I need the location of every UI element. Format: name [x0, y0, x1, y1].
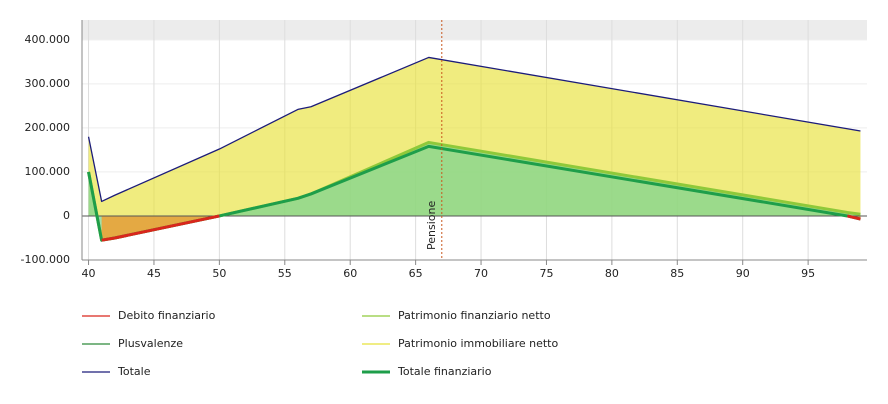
y-tick-label: 100.000	[25, 165, 71, 178]
x-tick-label: 55	[278, 267, 292, 280]
x-tick-label: 45	[147, 267, 161, 280]
x-tick-label: 90	[736, 267, 750, 280]
x-tick-label: 65	[409, 267, 423, 280]
annotation-label: Pensione	[425, 201, 438, 250]
line	[87, 56, 861, 203]
x-tick-label: 70	[474, 267, 488, 280]
plot-band	[82, 20, 867, 40]
x-tick-label: 75	[539, 267, 553, 280]
y-tick-label: 0	[63, 209, 70, 222]
x-tick-label: 95	[801, 267, 815, 280]
line	[101, 214, 861, 242]
area	[101, 215, 861, 241]
legend-label: Patrimonio finanziario netto	[398, 309, 551, 322]
x-tick-label: 50	[212, 267, 226, 280]
legend-label: Debito finanziario	[118, 309, 216, 322]
x-tick-label: 60	[343, 267, 357, 280]
legend-label: Patrimonio immobiliare netto	[398, 337, 558, 350]
legend-label: Totale finanziario	[397, 365, 492, 378]
legend-label: Totale	[117, 365, 151, 378]
y-tick-label: -100.000	[21, 253, 70, 266]
x-tick-label: 40	[82, 267, 96, 280]
legend-label: Plusvalenze	[118, 337, 183, 350]
x-tick-label: 85	[670, 267, 684, 280]
y-tick-label: 300.000	[25, 77, 71, 90]
y-tick-label: 200.000	[25, 121, 71, 134]
y-tick-label: 400.000	[25, 33, 71, 46]
x-tick-label: 80	[605, 267, 619, 280]
area	[88, 57, 861, 216]
